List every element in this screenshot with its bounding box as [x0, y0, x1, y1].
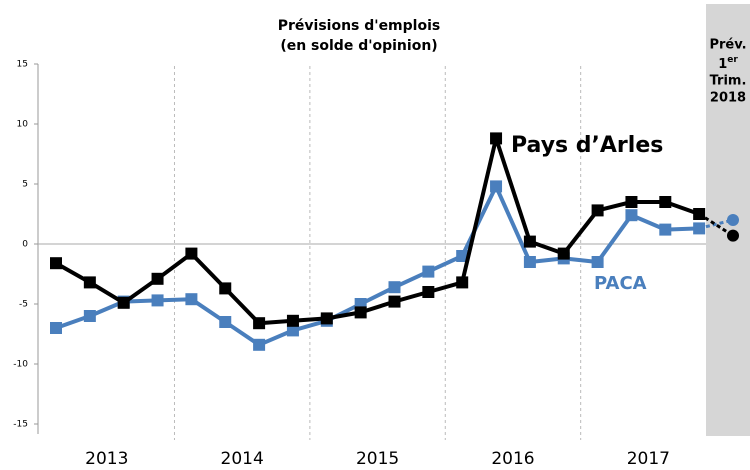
forecast-label: 1er [718, 55, 738, 72]
marker [456, 250, 469, 262]
marker [490, 180, 503, 193]
marker [422, 286, 435, 298]
y-tick-label: -10 [13, 360, 28, 370]
marker [693, 222, 706, 235]
marker [693, 208, 706, 220]
forecast-label: Prév. [709, 38, 746, 53]
year-label: 2017 [627, 449, 670, 469]
marker [490, 132, 503, 145]
marker [354, 306, 367, 319]
forecast-label: Trim. [710, 74, 747, 89]
y-tick-label: 0 [22, 240, 28, 250]
marker [286, 324, 299, 337]
y-tick-label: 10 [17, 120, 29, 130]
y-tick-label: 15 [17, 60, 28, 70]
marker [83, 310, 96, 322]
year-label: 2013 [85, 449, 128, 469]
year-label: 2014 [221, 449, 264, 469]
forecast-label: 2018 [710, 91, 746, 106]
y-tick-label: -15 [13, 420, 28, 430]
marker [625, 209, 638, 222]
marker [557, 247, 570, 260]
chart-subtitle: (en solde d'opinion) [280, 38, 437, 54]
marker [286, 314, 299, 327]
marker [320, 312, 333, 325]
forecast-label: 1 [718, 57, 727, 72]
marker [253, 317, 266, 330]
series-label: Pays d’Arles [511, 133, 663, 158]
marker [50, 322, 62, 334]
forecast-label: er [727, 55, 738, 65]
marker [523, 235, 536, 248]
marker [151, 294, 164, 307]
forecast-marker [727, 229, 739, 242]
year-label: 2016 [491, 449, 534, 469]
marker [253, 338, 266, 351]
marker [219, 282, 232, 295]
marker [50, 257, 62, 270]
marker [591, 256, 604, 268]
marker [388, 295, 401, 308]
marker [456, 276, 469, 289]
marker [388, 281, 401, 294]
marker [659, 196, 672, 208]
marker [185, 247, 198, 260]
marker [219, 316, 232, 328]
marker [625, 196, 638, 208]
forecast-marker [727, 214, 739, 226]
y-tick-label: -5 [19, 300, 28, 310]
series-label: PACA [594, 273, 647, 294]
year-label: 2015 [356, 449, 399, 469]
marker [151, 272, 164, 285]
marker [83, 276, 96, 289]
marker [422, 265, 435, 278]
chart-title: Prévisions d'emplois [278, 18, 440, 34]
marker [591, 204, 604, 217]
marker [659, 223, 672, 236]
marker [523, 256, 536, 268]
y-tick-label: 5 [22, 180, 28, 190]
marker [117, 296, 130, 309]
marker [185, 293, 198, 306]
